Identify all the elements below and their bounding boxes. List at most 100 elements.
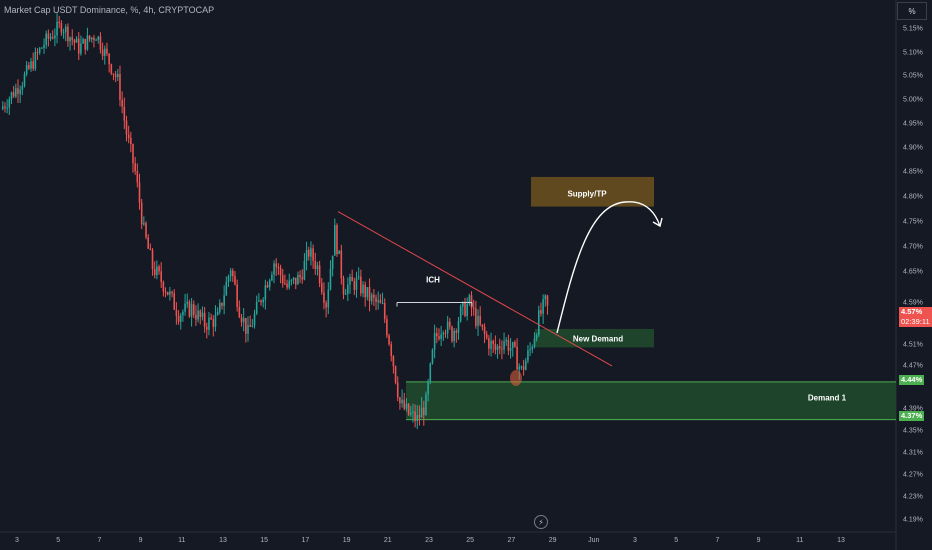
candle-body [336,225,338,254]
candle-body [351,276,353,282]
candle-body [80,43,82,54]
candle-body [130,137,132,145]
candle-body [143,222,145,225]
candle-body [216,311,219,315]
candle-body [32,61,34,69]
candle-body [134,163,136,172]
candle-body [166,291,169,295]
candle-body [516,346,518,370]
candle-body [457,321,460,333]
candle-body [255,301,258,314]
candle-body [338,250,340,254]
candle-body [507,339,510,351]
candle-body [431,349,434,364]
candle-body [307,249,310,257]
candle-body [245,318,247,334]
candle-body [264,285,267,300]
candle-body [232,270,234,276]
candle-body [145,222,147,238]
candle-body [373,294,375,298]
candle-body [305,249,308,261]
candle-body [370,294,373,302]
candle-body [69,37,71,42]
candle-body [71,37,74,40]
candle-body [310,248,312,257]
candle-body [381,302,384,304]
candle-body [455,330,458,333]
candle-body [436,333,438,337]
candle-body [368,287,371,302]
candle-body [466,304,468,316]
projection-arrow-path [556,201,661,334]
time-tick: 5 [56,537,61,544]
candle-body [462,302,464,307]
current-price-tag: 4.57% 02:39:11 [899,307,932,327]
candle-body [82,39,84,44]
time-tick: 13 [219,537,227,544]
candle-body [199,310,202,317]
candle-body [288,280,291,288]
percent-scale-button[interactable]: % [897,2,927,20]
candle-body [164,291,167,293]
candle-body [427,381,429,395]
price-tick: 4.27% [903,471,923,479]
candle-body [127,134,130,138]
candle-body [86,35,89,50]
price-tick: 4.19% [903,516,923,524]
candle-body [84,39,87,50]
candle-body [67,26,69,42]
price-tick: 5.00% [903,96,923,104]
candle-body [390,344,393,357]
candle-body [464,302,466,316]
candle-body [496,346,499,350]
candle-body [546,295,549,306]
candle-body [95,39,97,41]
candle-body [349,276,351,285]
candle-body [318,265,321,284]
candle-body [449,321,451,327]
candle-body [2,106,4,110]
candle-body [238,306,241,318]
candle-body [360,276,362,294]
candle-body [277,266,280,268]
candle-body [511,342,514,348]
candle-body [114,74,117,77]
new-demand-zone [535,328,654,348]
candle-body [459,306,462,322]
candle-body [212,319,215,327]
candle-body [225,281,228,296]
time-tick: 15 [260,537,269,544]
candle-body [208,317,210,330]
price-tick: 4.70% [903,243,923,251]
time-tick: 3 [633,537,637,544]
candle-body [303,260,306,280]
candle-body [234,275,236,285]
candle-body [45,33,47,45]
candle-body [529,349,531,351]
candle-body [490,340,492,349]
lightning-icon[interactable]: ⚡ [534,515,548,529]
candle-body [268,280,271,288]
candle-body [201,312,204,317]
candle-body [498,346,501,349]
candle-body [229,270,232,277]
candle-body [101,49,104,56]
candle-body [331,255,334,269]
price-tick: 4.85% [903,168,923,176]
candle-body [279,267,282,276]
chart-title: Market Cap USDT Dominance, %, 4h, CRYPTO… [4,5,215,15]
candle-body [151,249,154,269]
candle-body [21,85,24,90]
demand-top-tag: 4.44% [899,375,925,385]
candle-body [438,336,440,340]
candle-body [77,38,80,54]
price-tick: 4.90% [903,144,923,152]
candle-body [197,310,199,320]
time-tick: 11 [796,537,804,544]
candle-body [522,366,525,370]
time-tick: 25 [466,537,475,544]
candle-body [535,335,538,339]
candle-body [407,403,410,415]
candle-body [362,284,364,294]
